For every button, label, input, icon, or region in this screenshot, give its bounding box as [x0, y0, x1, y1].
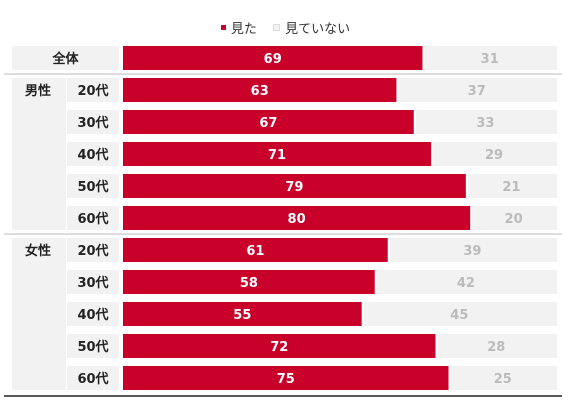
category-label-bg: [67, 206, 119, 230]
bar-not-seen: [363, 302, 557, 326]
category-label-bg: [67, 78, 119, 102]
category-label-bg: [67, 334, 119, 358]
bar-seen: [123, 142, 432, 166]
legend-item-seen: 見た: [220, 18, 257, 37]
bar-seen: [123, 110, 414, 134]
data-label-not-seen: 42: [457, 276, 475, 291]
category-label: 40代: [77, 147, 108, 163]
data-label-not-seen: 25: [494, 372, 512, 387]
category-label-bg: [12, 46, 119, 70]
bar-seen: [123, 206, 471, 230]
bar-seen: [123, 270, 375, 294]
bar-seen: [123, 302, 362, 326]
data-label-seen: 72: [270, 340, 288, 355]
group-label: 男性: [25, 83, 51, 99]
category-label-bg: [67, 238, 119, 262]
data-label-seen: 69: [264, 52, 282, 67]
data-label-not-seen: 20: [505, 212, 523, 227]
bar-not-seen: [433, 142, 557, 166]
legend-swatch-not-seen: [273, 24, 281, 31]
category-label: 60代: [77, 371, 108, 387]
category-label-bg: [67, 174, 119, 198]
data-label-not-seen: 37: [468, 84, 486, 99]
data-label-not-seen: 31: [481, 52, 499, 67]
data-label-seen: 55: [233, 308, 251, 323]
category-label-bg: [67, 302, 119, 326]
category-label: 20代: [77, 83, 108, 99]
bar-seen: [123, 334, 436, 358]
category-label: 60代: [77, 211, 108, 227]
data-label-not-seen: 45: [450, 308, 468, 323]
data-label-seen: 75: [277, 372, 295, 387]
data-label-not-seen: 39: [463, 244, 481, 259]
category-label-bg: [67, 110, 119, 134]
legend-label-seen: 見た: [230, 22, 257, 37]
legend-item-not-seen: 見ていない: [273, 18, 350, 37]
data-label-not-seen: 33: [476, 116, 494, 131]
data-label-seen: 67: [259, 116, 277, 131]
category-label: 50代: [77, 339, 108, 355]
data-label-seen: 61: [246, 244, 264, 259]
data-label-seen: 79: [285, 180, 303, 195]
bar-not-seen: [415, 110, 557, 134]
data-label-not-seen: 28: [487, 340, 505, 355]
bar-seen: [123, 238, 388, 262]
bar-not-seen: [450, 366, 557, 390]
group-label: 女性: [25, 243, 51, 259]
category-label-bg: [67, 366, 119, 390]
category-label-bg: [67, 270, 119, 294]
bar-not-seen: [467, 174, 557, 198]
data-label-seen: 58: [240, 276, 258, 291]
category-label: 30代: [77, 115, 108, 131]
bar-not-seen: [437, 334, 557, 358]
group-label-bg: [12, 78, 66, 230]
bar-seen: [123, 366, 449, 390]
bar-not-seen: [424, 46, 557, 70]
bar-not-seen: [398, 78, 557, 102]
data-label-seen: 71: [268, 148, 286, 163]
legend-label-not-seen: 見ていない: [285, 22, 351, 37]
bar-not-seen: [472, 206, 557, 230]
bar-not-seen: [389, 238, 557, 262]
category-label-bg: [67, 142, 119, 166]
legend: 見た 見ていない: [0, 18, 571, 37]
category-label: 40代: [77, 307, 108, 323]
data-label-not-seen: 29: [485, 148, 503, 163]
data-label-seen: 80: [288, 212, 306, 227]
bar-not-seen: [376, 270, 557, 294]
bar-seen: [123, 46, 423, 70]
legend-swatch-seen: [220, 25, 226, 30]
category-label: 20代: [77, 243, 108, 259]
data-label-seen: 63: [251, 84, 269, 99]
bar-seen: [123, 78, 397, 102]
category-label: 全体: [51, 51, 79, 67]
data-label-not-seen: 21: [502, 180, 520, 195]
category-label: 50代: [77, 179, 108, 195]
group-label-bg: [12, 238, 66, 390]
category-label: 30代: [77, 275, 108, 291]
bar-seen: [123, 174, 466, 198]
